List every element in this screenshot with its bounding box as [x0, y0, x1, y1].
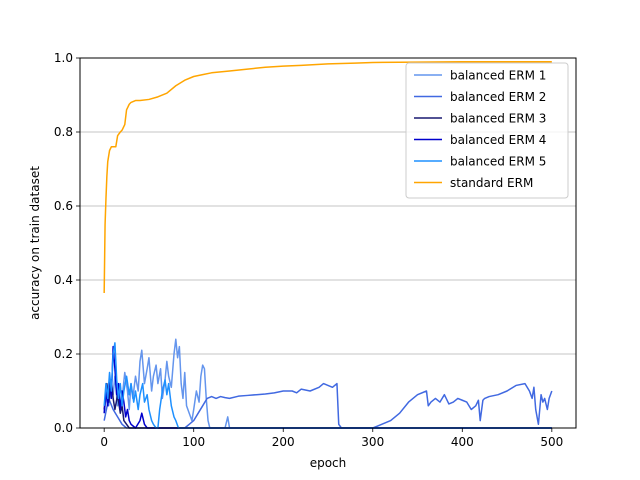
legend-box: [405, 62, 569, 199]
y-tick-label: 0.4: [54, 273, 73, 287]
legend: balanced ERM 1 balanced ERM 2 balanced ERM…: [405, 62, 569, 199]
legend-label: standard ERM: [450, 176, 533, 190]
series-lines: [103, 60, 553, 429]
x-axis-ticks: 0 100 200 300 400 500: [100, 428, 563, 449]
x-tick-label: 300: [361, 435, 384, 449]
series-line-2: [103, 382, 553, 429]
y-tick-label: 1.0: [54, 51, 73, 65]
series-line-1: [103, 338, 552, 429]
legend-label: balanced ERM 2: [450, 90, 546, 104]
x-tick-label: 100: [182, 435, 205, 449]
legend-label: balanced ERM 3: [450, 112, 546, 126]
y-axis-ticks: 0.0 0.2 0.4 0.6 0.8 1.0: [54, 51, 80, 435]
y-tick-label: 0.2: [54, 347, 73, 361]
x-tick-label: 200: [272, 435, 295, 449]
x-tick-label: 500: [540, 435, 563, 449]
y-tick-label: 0.6: [54, 199, 73, 213]
y-axis-label: accuracy on train dataset: [28, 166, 42, 320]
y-tick-label: 0.0: [54, 421, 73, 435]
plot-area-frame: [79, 57, 577, 429]
y-tick-label: 0.8: [54, 125, 73, 139]
legend-label: balanced ERM 1: [450, 69, 546, 83]
x-axis-label: epoch: [310, 456, 347, 470]
series-line-5: [103, 342, 552, 429]
x-tick-label: 0: [100, 435, 108, 449]
legend-label: balanced ERM 5: [450, 155, 546, 169]
series-line-6: [103, 60, 552, 293]
legend-label: balanced ERM 4: [450, 133, 546, 147]
x-tick-label: 400: [451, 435, 474, 449]
